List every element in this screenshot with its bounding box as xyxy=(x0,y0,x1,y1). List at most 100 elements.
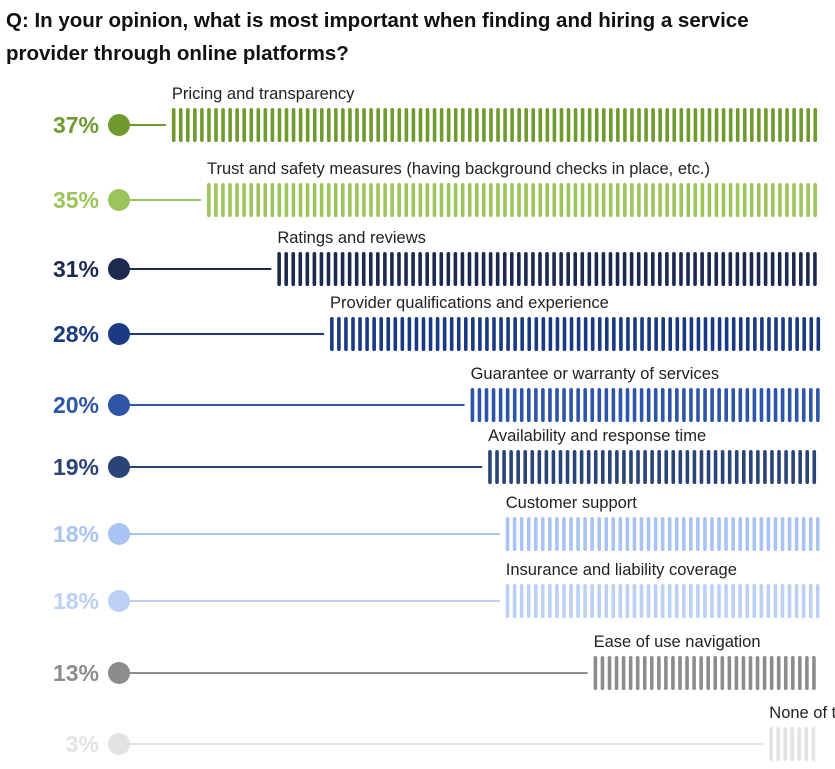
bar-segment xyxy=(590,317,595,351)
bar-segment xyxy=(713,450,718,484)
bar-segment xyxy=(478,317,482,351)
value-label: 28% xyxy=(53,321,99,347)
bar-segment xyxy=(665,108,670,142)
dot-marker xyxy=(108,590,130,612)
bar-segment xyxy=(766,388,771,422)
bar-segment xyxy=(706,450,711,484)
bar-segment xyxy=(686,183,691,217)
bar-segment xyxy=(618,584,623,618)
bar-segment xyxy=(608,252,613,286)
dot-marker xyxy=(108,394,130,416)
bar-segment xyxy=(636,450,640,484)
bar-segment xyxy=(724,517,728,551)
bar-segment xyxy=(773,584,778,618)
bar-segment xyxy=(625,388,630,422)
value-label: 13% xyxy=(53,660,99,686)
bar-segment xyxy=(358,317,362,351)
bar-segment xyxy=(604,584,609,618)
bar-segment xyxy=(530,450,535,484)
bar-segment xyxy=(783,727,787,761)
bar-segment xyxy=(625,584,630,618)
bar-segment xyxy=(799,183,803,217)
bar-segment xyxy=(658,252,662,286)
bar-segment xyxy=(576,317,581,351)
bar-segment xyxy=(456,317,461,351)
bar-segment xyxy=(710,317,715,351)
bar-segment xyxy=(470,388,475,422)
bar-segment xyxy=(809,317,814,351)
bar-segment xyxy=(376,108,380,142)
bar-segment xyxy=(692,656,696,690)
bar-segment xyxy=(728,108,733,142)
bar-segment xyxy=(428,317,433,351)
value-label: 18% xyxy=(53,588,99,614)
bar-segment xyxy=(439,108,444,142)
bar-segment xyxy=(270,108,275,142)
bar-segment xyxy=(544,450,549,484)
bar-segment xyxy=(326,252,331,286)
bar-segment xyxy=(805,450,810,484)
bar-segment xyxy=(298,108,303,142)
bar-segment xyxy=(813,183,817,217)
bar-segment xyxy=(668,317,673,351)
bar-segment xyxy=(637,108,641,142)
bar-segment xyxy=(453,252,458,286)
bar-segment xyxy=(475,108,479,142)
bar-segment xyxy=(552,183,557,217)
bar-segment xyxy=(312,252,317,286)
bar-segment xyxy=(263,183,268,217)
bar-segment xyxy=(621,656,626,690)
bar-segment xyxy=(653,388,658,422)
bar-segment xyxy=(785,183,789,217)
bar-segment xyxy=(488,450,492,484)
bar-segment xyxy=(618,517,623,551)
bar-segment xyxy=(362,108,366,142)
bar-segment xyxy=(334,108,338,142)
bar-segment xyxy=(555,517,559,551)
bar-segment xyxy=(674,584,679,618)
bar-segment xyxy=(657,450,661,484)
bar-segment xyxy=(249,183,253,217)
category-label: Ease of use navigation xyxy=(594,633,761,651)
bar-segment xyxy=(604,517,609,551)
category-label: Trust and safety measures (having backgr… xyxy=(207,160,710,178)
bar-segment xyxy=(505,517,510,551)
bar-segment xyxy=(555,317,560,351)
bar-segment xyxy=(330,317,334,351)
category-label: Availability and response time xyxy=(488,427,706,445)
bar-segment xyxy=(298,252,303,286)
bar-segment xyxy=(689,388,693,422)
bar-segment xyxy=(700,183,705,217)
bar-segment xyxy=(555,388,559,422)
bar-segment xyxy=(548,388,552,422)
bar-segment xyxy=(756,183,761,217)
bar-segment xyxy=(735,252,740,286)
bar-segment xyxy=(672,252,676,286)
bar-segment xyxy=(411,252,415,286)
category-label: None of the above/nothing in particular xyxy=(769,704,835,722)
bar-segment xyxy=(512,517,517,551)
category-label: Pricing and transparency xyxy=(172,85,355,103)
bar-segment xyxy=(696,517,700,551)
bar-segment xyxy=(397,108,402,142)
bar-segment xyxy=(664,450,669,484)
bar-segment xyxy=(463,317,468,351)
bar-segment xyxy=(651,183,655,217)
bar-segment xyxy=(517,108,521,142)
bar-segment xyxy=(801,584,806,618)
bar-segment xyxy=(798,450,802,484)
bar-segment xyxy=(355,183,359,217)
bar-segment xyxy=(707,108,712,142)
bar-segment xyxy=(671,656,675,690)
bar-segment xyxy=(767,317,771,351)
bar-segment xyxy=(623,183,627,217)
bar-segment xyxy=(340,252,345,286)
bar-segment xyxy=(632,584,637,618)
bar-segment xyxy=(805,656,809,690)
bar-segment xyxy=(362,183,366,217)
bar-segment xyxy=(573,183,578,217)
bar-segment xyxy=(811,727,816,761)
bar-segment xyxy=(741,450,746,484)
bar-segment xyxy=(616,108,620,142)
bar-segment xyxy=(735,183,740,217)
